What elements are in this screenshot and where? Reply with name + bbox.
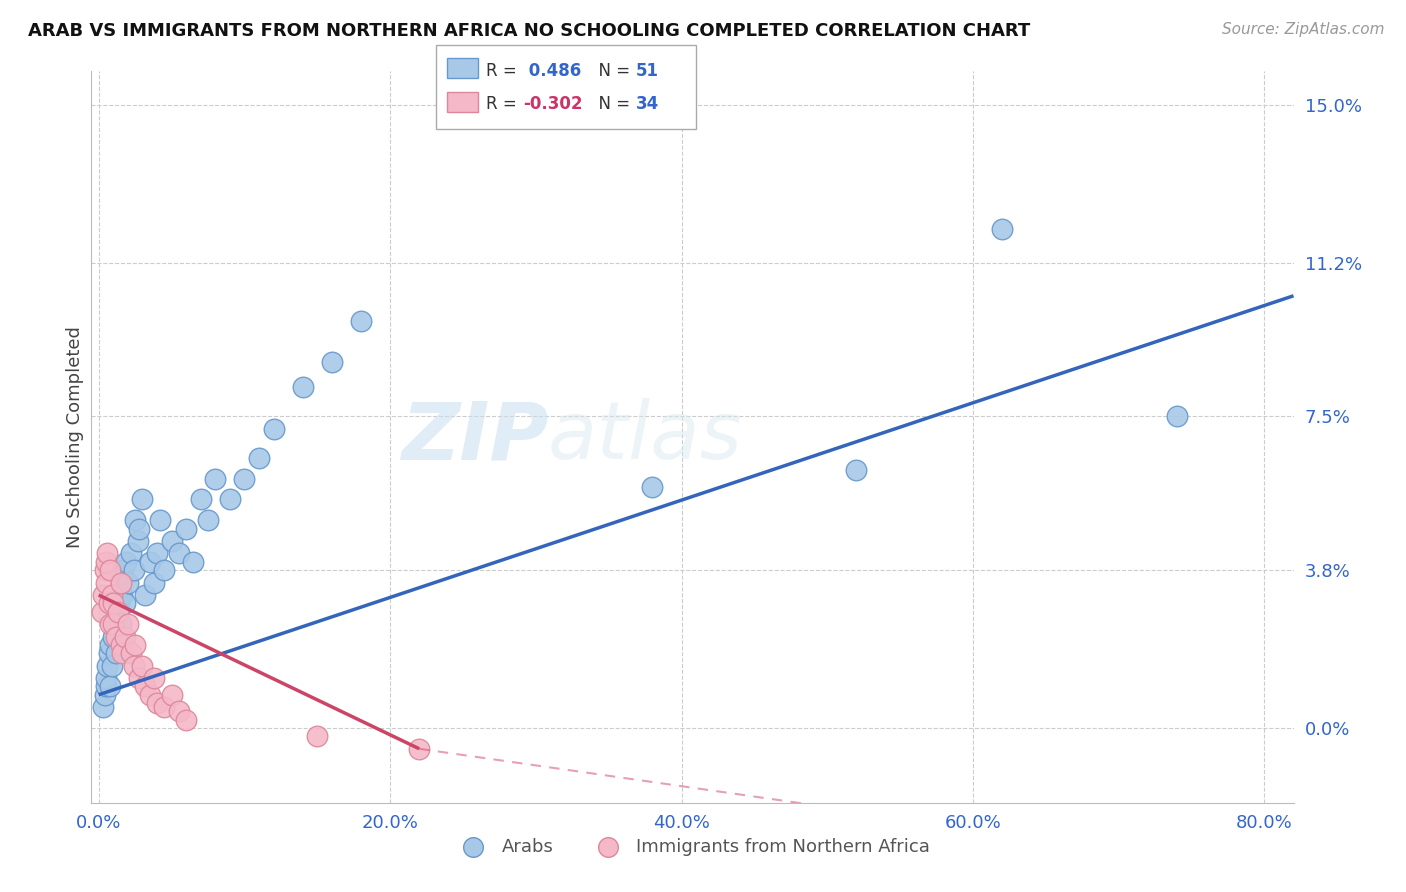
Point [131, 492, 153, 507]
Text: Source: ZipAtlas.com: Source: ZipAtlas.com [1222, 22, 1385, 37]
Point [114, 596, 136, 610]
Point [94, 575, 117, 590]
Point [174, 521, 197, 535]
Text: R =: R = [486, 62, 523, 79]
Point [160, 688, 183, 702]
Point [146, 546, 169, 560]
Point [93, 563, 115, 577]
Point [204, 472, 226, 486]
Point [641, 480, 664, 494]
Point [190, 492, 212, 507]
Point [93, 688, 115, 702]
Point [94, 671, 117, 685]
Legend: Arabs, Immigrants from Northern Africa: Arabs, Immigrants from Northern Africa [447, 830, 938, 863]
Point [108, 596, 131, 610]
Point [291, 380, 314, 394]
Point [218, 492, 240, 507]
Point [117, 575, 139, 590]
Point [105, 630, 128, 644]
Point [103, 630, 125, 644]
Point [122, 563, 145, 577]
Text: ARAB VS IMMIGRANTS FROM NORTHERN AFRICA NO SCHOOLING COMPLETED CORRELATION CHART: ARAB VS IMMIGRANTS FROM NORTHERN AFRICA … [28, 22, 1031, 40]
Point [408, 741, 430, 756]
Point [120, 546, 142, 560]
Point [107, 605, 129, 619]
Point [138, 688, 160, 702]
Point [103, 596, 125, 610]
Point [120, 646, 142, 660]
Point [96, 546, 118, 560]
Y-axis label: No Schooling Completed: No Schooling Completed [66, 326, 84, 548]
Point [94, 680, 117, 694]
Point [105, 646, 128, 660]
Point [94, 555, 117, 569]
Point [101, 588, 124, 602]
Point [183, 555, 205, 569]
Point [127, 533, 149, 548]
Point [845, 463, 868, 477]
Point [112, 563, 135, 577]
Point [107, 605, 129, 619]
Point [233, 472, 256, 486]
Point [110, 617, 132, 632]
Point [131, 658, 153, 673]
Point [167, 546, 190, 560]
Point [134, 588, 156, 602]
Text: N =: N = [588, 62, 636, 79]
Text: atlas: atlas [548, 398, 742, 476]
Point [167, 705, 190, 719]
Point [111, 646, 134, 660]
Point [98, 563, 121, 577]
Point [103, 617, 125, 632]
Point [153, 700, 176, 714]
Point [97, 596, 120, 610]
Point [149, 513, 172, 527]
Text: N =: N = [588, 95, 636, 113]
Text: 34: 34 [636, 95, 659, 113]
Point [98, 617, 121, 632]
Point [128, 671, 150, 685]
Point [97, 646, 120, 660]
Point [103, 617, 125, 632]
Point [321, 355, 343, 369]
Point [124, 638, 146, 652]
Point [138, 555, 160, 569]
Point [90, 605, 112, 619]
Point [174, 713, 197, 727]
Point [115, 555, 138, 569]
Point [91, 700, 114, 714]
Point [111, 588, 134, 602]
Point [991, 222, 1014, 236]
Text: ZIP: ZIP [401, 398, 548, 476]
Point [110, 575, 132, 590]
Point [143, 575, 166, 590]
Text: 0.486: 0.486 [523, 62, 581, 79]
Text: -0.302: -0.302 [523, 95, 582, 113]
Point [110, 575, 132, 590]
Text: R =: R = [486, 95, 523, 113]
Point [143, 671, 166, 685]
Point [124, 513, 146, 527]
Point [98, 680, 121, 694]
Point [247, 450, 270, 465]
Point [307, 729, 329, 743]
Point [128, 521, 150, 535]
Point [160, 533, 183, 548]
Point [134, 680, 156, 694]
Point [350, 314, 373, 328]
Text: 51: 51 [636, 62, 658, 79]
Point [91, 588, 114, 602]
Point [1166, 409, 1188, 424]
Point [101, 658, 124, 673]
Point [197, 513, 219, 527]
Point [96, 658, 118, 673]
Point [122, 658, 145, 673]
Point [117, 617, 139, 632]
Point [110, 638, 132, 652]
Point [146, 696, 169, 710]
Point [263, 422, 285, 436]
Point [114, 630, 136, 644]
Point [153, 563, 176, 577]
Point [98, 638, 121, 652]
